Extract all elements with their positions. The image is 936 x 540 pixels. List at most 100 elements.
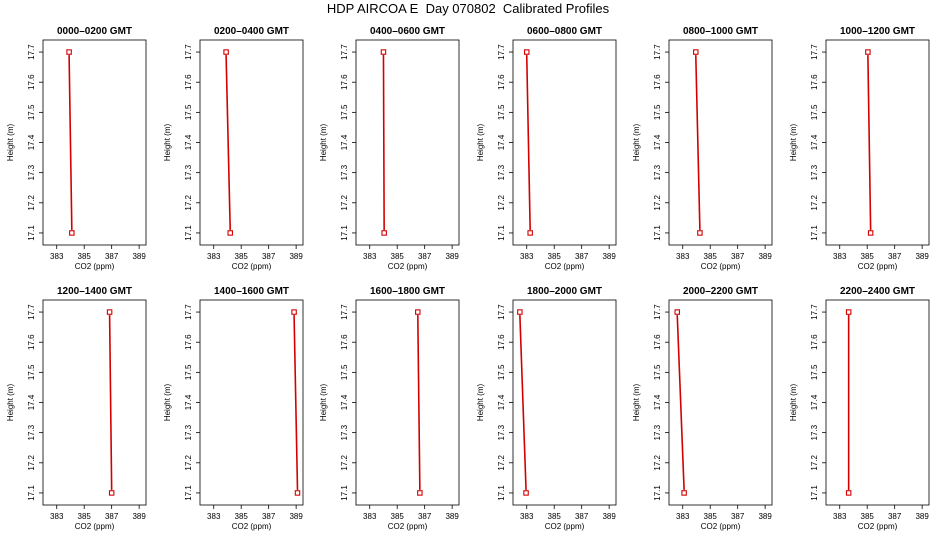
x-tick-label: 383 xyxy=(833,512,847,521)
plot-frame xyxy=(825,39,930,246)
data-point xyxy=(674,309,680,315)
data-point xyxy=(527,230,533,236)
data-point xyxy=(681,490,687,496)
profile-panel: 0000–0200 GMT 383 385 387 389 CO2 (ppm) 17.1 17… xyxy=(6,26,147,271)
y-tick-label: 17.5 xyxy=(653,104,662,120)
profile-panel: 1200–1400 GMT 383 385 387 389 CO2 (ppm) 17.1 17… xyxy=(6,286,147,531)
plot-frame xyxy=(512,299,617,506)
y-tick-label: 17.1 xyxy=(497,225,506,241)
y-tick-label: 17.2 xyxy=(27,454,36,470)
y-tick-label: 17.1 xyxy=(810,225,819,241)
y-tick-label: 17.1 xyxy=(653,225,662,241)
y-tick-label: 17.7 xyxy=(810,304,819,320)
x-tick-label: 385 xyxy=(391,512,405,521)
x-tick-label: 387 xyxy=(731,252,745,261)
y-tick-label: 17.5 xyxy=(340,364,349,380)
x-tick-label: 383 xyxy=(833,252,847,261)
panel-title: 1800–2000 GMT xyxy=(527,286,602,297)
y-axis-label: Height (m) xyxy=(632,383,641,421)
series-line xyxy=(293,315,299,490)
y-axis-label: Height (m) xyxy=(476,123,485,161)
series-line xyxy=(68,55,73,230)
profile-panel: 0400–0600 GMT 383 385 387 389 CO2 (ppm) 17.1 17… xyxy=(319,26,460,271)
x-tick-label: 385 xyxy=(704,252,718,261)
plot-frame xyxy=(199,299,304,506)
x-tick-label: 387 xyxy=(888,252,902,261)
x-axis-label: CO2 (ppm) xyxy=(858,522,898,531)
x-tick-label: 385 xyxy=(548,252,562,261)
y-tick-label: 17.6 xyxy=(184,334,193,350)
data-point xyxy=(380,49,387,55)
y-tick-label: 17.6 xyxy=(184,74,193,90)
plot-frame xyxy=(355,299,460,506)
data-point xyxy=(69,230,75,236)
x-tick-label: 389 xyxy=(915,512,929,521)
x-axis-label: CO2 (ppm) xyxy=(75,262,115,271)
y-tick-label: 17.6 xyxy=(497,334,506,350)
y-tick-label: 17.5 xyxy=(497,364,506,380)
data-point xyxy=(693,49,699,55)
y-axis-label: Height (m) xyxy=(789,383,798,421)
x-tick-label: 387 xyxy=(262,512,276,521)
data-point xyxy=(517,309,523,315)
y-tick-label: 17.1 xyxy=(653,485,662,501)
y-tick-label: 17.7 xyxy=(497,44,506,60)
y-tick-label: 17.5 xyxy=(810,364,819,380)
x-axis-label: CO2 (ppm) xyxy=(232,262,272,271)
x-tick-label: 383 xyxy=(676,512,690,521)
data-point xyxy=(415,309,421,315)
y-tick-label: 17.6 xyxy=(27,74,36,90)
y-tick-label: 17.4 xyxy=(810,134,819,150)
profile-panel: 1600–1800 GMT 383 385 387 389 CO2 (ppm) 17.1 17… xyxy=(319,286,460,531)
y-tick-label: 17.4 xyxy=(810,394,819,410)
y-tick-label: 17.4 xyxy=(653,134,662,150)
y-tick-label: 17.5 xyxy=(27,104,36,120)
panel-title: 2200–2400 GMT xyxy=(840,286,915,297)
plot-frame xyxy=(42,299,147,506)
x-tick-label: 383 xyxy=(520,512,534,521)
x-tick-label: 385 xyxy=(235,512,249,521)
figure-title: HDP AIRCOA E Day 070802 Calibrated Profi… xyxy=(326,1,610,16)
y-tick-label: 17.2 xyxy=(184,454,193,470)
y-tick-label: 17.6 xyxy=(653,74,662,90)
profile-panel: 2000–2200 GMT 383 385 387 389 CO2 (ppm) 17.1 17… xyxy=(632,286,773,531)
y-axis-label: Height (m) xyxy=(163,383,172,421)
x-tick-label: 383 xyxy=(50,252,64,261)
x-tick-label: 389 xyxy=(289,252,303,261)
y-tick-label: 17.1 xyxy=(27,225,36,241)
y-tick-label: 17.2 xyxy=(653,454,662,470)
data-point xyxy=(865,49,871,55)
y-tick-label: 17.6 xyxy=(340,334,349,350)
panel-title: 1400–1600 GMT xyxy=(214,286,289,297)
profile-panel: 1800–2000 GMT 383 385 387 389 CO2 (ppm) 17.1 17… xyxy=(476,286,617,531)
x-axis-label: CO2 (ppm) xyxy=(388,522,428,531)
series-line xyxy=(694,55,701,230)
series-line xyxy=(676,315,685,490)
plot-frame xyxy=(199,39,304,246)
y-tick-label: 17.4 xyxy=(184,394,193,410)
y-tick-label: 17.5 xyxy=(497,104,506,120)
x-axis-label: CO2 (ppm) xyxy=(701,262,741,271)
y-tick-label: 17.3 xyxy=(27,164,36,180)
y-axis-label: Height (m) xyxy=(319,123,328,161)
y-tick-label: 17.1 xyxy=(810,485,819,501)
plot-frame xyxy=(668,39,773,246)
y-axis-label: Height (m) xyxy=(6,123,15,161)
y-tick-label: 17.2 xyxy=(497,194,506,210)
y-tick-label: 17.7 xyxy=(653,304,662,320)
y-tick-label: 17.7 xyxy=(27,304,36,320)
x-tick-label: 389 xyxy=(132,252,146,261)
y-tick-label: 17.2 xyxy=(340,454,349,470)
y-tick-label: 17.3 xyxy=(340,424,349,440)
x-tick-label: 387 xyxy=(105,512,119,521)
x-tick-label: 383 xyxy=(520,252,534,261)
x-tick-label: 385 xyxy=(78,252,92,261)
y-tick-label: 17.2 xyxy=(340,194,349,210)
plot-frame xyxy=(42,39,147,246)
panel-title: 2000–2200 GMT xyxy=(683,286,758,297)
x-tick-label: 387 xyxy=(105,252,119,261)
panel-title: 0200–0400 GMT xyxy=(214,26,289,37)
x-tick-label: 385 xyxy=(704,512,718,521)
y-tick-label: 17.3 xyxy=(653,164,662,180)
